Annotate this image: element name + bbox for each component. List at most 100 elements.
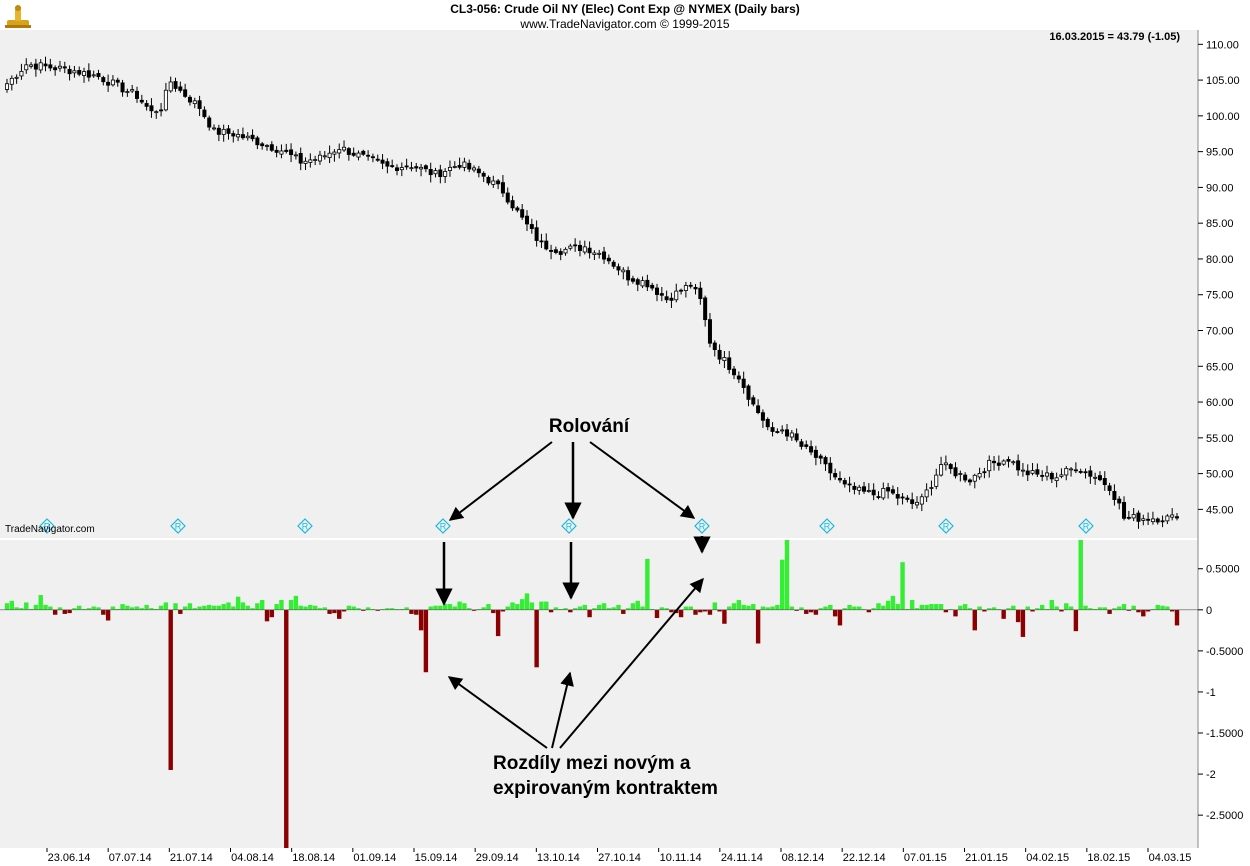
positive-diff-bar (293, 595, 299, 610)
date-axis: 23.06.14 07.07.14 21.07.14 04.08.14 18.08.14… (46, 848, 1191, 864)
date-tick-label: 10.11.14 (660, 852, 702, 864)
annotations: Rolování Rozdíly mezi novým a expirovaný… (435, 416, 718, 799)
positive-diff-bar (996, 608, 1002, 610)
positive-diff-bar (1121, 604, 1127, 610)
candle-body (500, 182, 505, 194)
positive-diff-bar (900, 562, 905, 610)
negative-diff-bar (67, 609, 72, 614)
positive-diff-bar (885, 600, 891, 610)
candle-body (433, 170, 438, 175)
positive-diff-bar (1102, 607, 1107, 610)
candle-body (240, 134, 245, 139)
candle-body (293, 154, 298, 157)
positive-diff-bar (524, 593, 530, 610)
candle-body (19, 70, 24, 77)
price-tick-label: 50.00 (1206, 469, 1234, 481)
candle-body (992, 460, 997, 464)
candle-body (1112, 490, 1117, 500)
candle-body (789, 432, 794, 438)
price-tick-label: 85.00 (1206, 218, 1234, 230)
candle-body (958, 473, 963, 475)
positive-diff-bar (914, 608, 920, 610)
candle-body (1155, 518, 1160, 523)
positive-diff-bar (221, 604, 226, 610)
candle-body (423, 165, 428, 170)
positive-diff-bar (308, 604, 313, 610)
positive-diff-bar (1160, 605, 1165, 610)
candle-body (1073, 469, 1078, 472)
positive-diff-bar (467, 608, 472, 610)
candle-body (216, 127, 221, 135)
positive-diff-bar (823, 606, 828, 610)
negative-diff-bar (837, 609, 843, 626)
candle-body (77, 70, 82, 75)
positive-diff-bar (1025, 606, 1030, 610)
positive-diff-bar (163, 602, 169, 610)
candle-body (231, 133, 236, 137)
candle-body (573, 244, 578, 247)
candle-body (1049, 473, 1054, 480)
price-axis: 110.00 105.00 100.00 95.00 90.00 85.00 80.00 75… (1198, 39, 1240, 516)
negative-diff-bar (669, 609, 674, 613)
candlestick-series (5, 56, 1180, 529)
candle-body (760, 412, 765, 421)
positive-diff-bar (934, 604, 939, 610)
positive-diff-bar (871, 608, 876, 610)
candle-body (587, 247, 592, 254)
negative-diff-bar (1169, 609, 1175, 612)
candle-body (472, 167, 477, 171)
positive-diff-bar (81, 608, 87, 610)
positive-diff-bar (139, 608, 145, 610)
candle-body (390, 165, 395, 167)
positive-diff-bar (582, 604, 587, 610)
candle-body (707, 319, 712, 344)
positive-diff-bar (861, 608, 867, 610)
positive-diff-bar (779, 559, 785, 610)
candle-body (366, 154, 371, 157)
candle-body (833, 473, 838, 478)
negative-diff-bar (361, 609, 366, 611)
candle-body (197, 100, 202, 109)
negative-diff-bar (62, 609, 67, 614)
roll-marker-glyph: R (440, 522, 447, 532)
arrow-rolovani-1 (448, 441, 553, 521)
negative-diff-bar (1145, 609, 1151, 612)
negative-diff-bar (1136, 609, 1141, 613)
candle-body (1131, 514, 1136, 519)
positive-diff-bar (539, 601, 544, 610)
candle-body (91, 74, 96, 77)
negative-diff-bar (341, 609, 347, 612)
negative-diff-bar (327, 609, 332, 614)
candle-body (953, 467, 958, 477)
candle-body (1117, 498, 1122, 504)
positive-diff-bar (712, 602, 717, 610)
positive-diff-bar (245, 605, 250, 610)
positive-diff-bar (158, 605, 164, 610)
candle-body (809, 446, 814, 453)
positive-diff-bar (428, 606, 433, 610)
price-tick-label: 95.00 (1206, 147, 1234, 159)
candle-body (120, 82, 125, 93)
candle-body (842, 480, 847, 485)
candle-body (86, 70, 91, 78)
positive-diff-bar (72, 608, 77, 610)
candle-body (1016, 460, 1021, 471)
positive-diff-bar (202, 605, 207, 610)
candle-body (876, 496, 881, 498)
candle-body (202, 109, 207, 118)
candle-body (895, 494, 900, 499)
price-tick-label: 60.00 (1206, 397, 1234, 409)
date-tick-label: 24.11.14 (721, 852, 763, 864)
positive-diff-bar (611, 607, 616, 610)
arrow-diff-3 (559, 577, 704, 749)
positive-diff-bar (154, 608, 159, 610)
candle-body (577, 244, 582, 251)
candle-body (828, 462, 833, 474)
diff-panel-background (0, 540, 1198, 848)
candle-body (510, 200, 515, 209)
date-tick-label: 08.12.14 (782, 852, 825, 864)
candle-body (785, 429, 790, 437)
positive-diff-bar (905, 608, 910, 610)
positive-diff-bar (279, 599, 284, 610)
diff-tick-label: -2 (1206, 769, 1216, 781)
